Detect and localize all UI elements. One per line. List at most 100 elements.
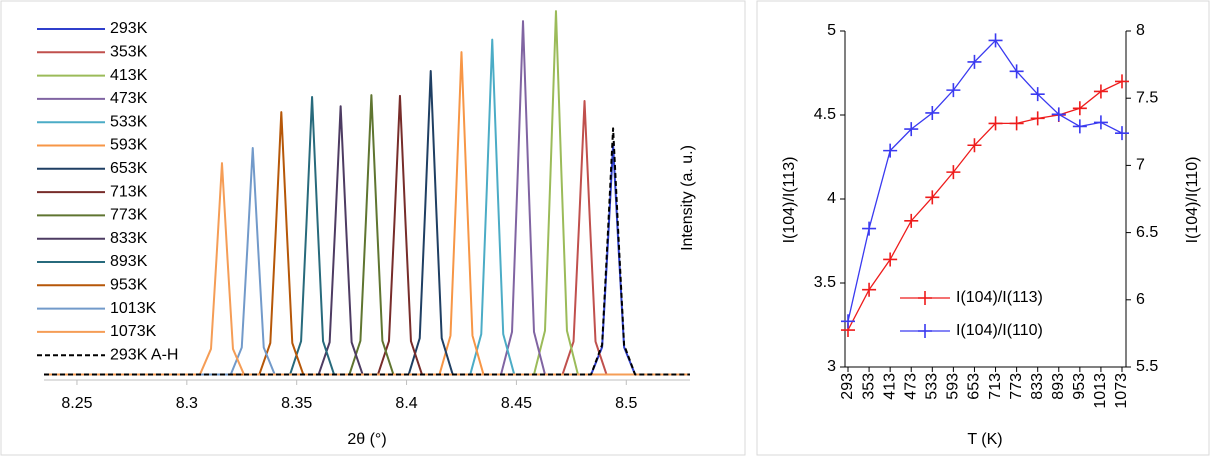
x-tick-label: 8.5 <box>615 395 637 412</box>
x-tick-label: 593 <box>945 373 962 400</box>
data-marker <box>967 138 982 153</box>
legend-label: 893K <box>110 253 148 270</box>
legend-label: I(104)/I(110) <box>956 322 1043 339</box>
legend-label: 473K <box>110 90 148 107</box>
data-marker <box>967 54 982 69</box>
data-marker <box>1072 101 1087 116</box>
legend-label: 413K <box>110 67 148 84</box>
data-line <box>44 95 690 376</box>
legend-label: 293K A-H <box>110 346 178 363</box>
data-marker <box>1009 116 1024 131</box>
data-marker <box>1093 115 1108 130</box>
x-tick-label: 8.3 <box>176 395 198 412</box>
legend-label: 1013K <box>110 300 157 317</box>
x-tick-label: 1073 <box>1113 373 1130 409</box>
x-tick-label: 773 <box>1008 373 1025 400</box>
y2-axis-title: I(104)/I(110) <box>1184 157 1201 244</box>
data-line <box>44 147 690 376</box>
data-marker <box>988 116 1003 131</box>
data-line <box>44 105 690 376</box>
x-tick-label: 893 <box>1050 373 1067 400</box>
x-tick-label: 293 <box>839 373 856 400</box>
data-line <box>44 70 690 376</box>
right-panel <box>756 0 1210 456</box>
data-marker <box>925 105 940 120</box>
data-marker <box>988 33 1003 48</box>
x-tick-label: 353 <box>860 373 877 400</box>
legend-label: 653K <box>110 160 148 177</box>
legend-label: I(104)/I(113) <box>956 289 1043 306</box>
x-tick-label: 653 <box>966 373 983 400</box>
data-marker <box>946 165 961 180</box>
data-marker <box>946 83 961 98</box>
data-line <box>44 20 690 376</box>
data-marker <box>904 213 919 228</box>
data-marker <box>883 252 898 267</box>
data-line <box>44 100 690 376</box>
data-line <box>847 80 1123 331</box>
data-line <box>44 38 690 376</box>
data-marker <box>925 190 940 205</box>
y2-tick-label: 8 <box>1136 22 1145 39</box>
y-tick-label: 5 <box>827 22 836 39</box>
x-tick-label: 8.35 <box>281 395 312 412</box>
data-line <box>44 10 690 376</box>
data-marker <box>1115 74 1129 89</box>
data-marker <box>1115 126 1129 141</box>
y-tick-label: 4 <box>827 190 836 207</box>
data-marker <box>883 143 898 158</box>
x-tick-label: 8.4 <box>395 395 417 412</box>
legend-label: 713K <box>110 183 148 200</box>
legend-label: 773K <box>110 207 148 224</box>
data-marker <box>1009 64 1024 79</box>
data-marker <box>1093 84 1108 99</box>
y-tick-label: 4.5 <box>814 106 836 123</box>
data-line <box>44 111 690 376</box>
data-marker <box>841 314 855 329</box>
y-axis-title: I(104)/I(113) <box>781 157 798 244</box>
data-marker <box>1030 87 1045 102</box>
x-tick-label: 953 <box>1071 373 1088 400</box>
data-marker <box>1030 111 1045 126</box>
data-line <box>44 94 690 376</box>
legend-marker <box>918 291 932 305</box>
y-tick-label: 3 <box>827 358 836 375</box>
x-axis-title: 2θ (°) <box>347 431 386 448</box>
data-line <box>847 39 1123 322</box>
data-marker <box>904 122 919 137</box>
x-tick-label: 473 <box>902 373 919 400</box>
y-axis-title: Intensity (a. u.) <box>679 145 696 251</box>
x-tick-label: 8.45 <box>501 395 532 412</box>
legend-label: 533K <box>110 113 148 130</box>
data-marker <box>862 282 877 297</box>
y2-tick-label: 7 <box>1136 157 1145 174</box>
x-tick-label: 1013 <box>1092 373 1109 409</box>
x-tick-label: 413 <box>881 373 898 400</box>
x-axis-title: T (K) <box>967 431 1002 448</box>
data-marker <box>1072 119 1087 134</box>
legend-label: 953K <box>110 277 148 294</box>
x-tick-label: 713 <box>987 373 1004 400</box>
y2-tick-label: 5.5 <box>1136 358 1158 375</box>
legend-label: 1073K <box>110 323 157 340</box>
x-tick-label: 533 <box>924 373 941 400</box>
y2-tick-label: 6 <box>1136 291 1145 308</box>
data-line <box>44 94 690 376</box>
data-line <box>44 51 690 376</box>
x-tick-label: 8.25 <box>61 395 92 412</box>
x-tick-label: 833 <box>1029 373 1046 400</box>
data-line <box>44 162 690 376</box>
legend-label: 353K <box>110 44 148 61</box>
data-marker <box>862 221 877 236</box>
legend-label: 293K <box>110 20 148 37</box>
y-tick-label: 3.5 <box>814 274 836 291</box>
y2-tick-label: 7.5 <box>1136 89 1158 106</box>
data-line <box>44 127 690 376</box>
legend-label: 833K <box>110 230 148 247</box>
data-marker <box>1051 107 1066 122</box>
y2-tick-label: 6.5 <box>1136 224 1158 241</box>
legend-marker <box>918 324 932 338</box>
legend-label: 593K <box>110 137 148 154</box>
left-panel <box>0 0 746 456</box>
